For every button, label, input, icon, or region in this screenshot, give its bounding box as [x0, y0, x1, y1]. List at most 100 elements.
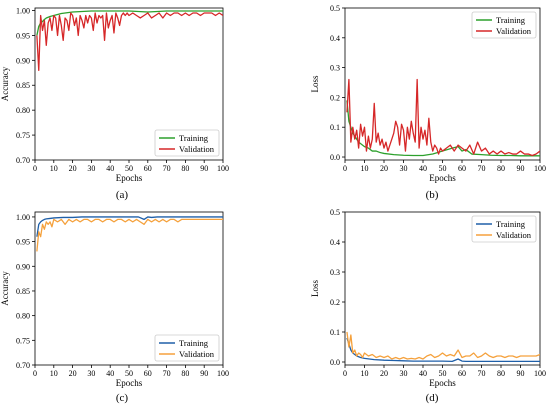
- panel-caption: (c): [116, 392, 129, 404]
- y-tick-label: 0.85: [16, 287, 30, 296]
- x-tick-label: 40: [419, 369, 427, 378]
- y-tick-label: 0.85: [16, 81, 30, 90]
- y-tick-label: 0.4: [330, 34, 340, 43]
- y-tick-label: 0.5: [330, 4, 340, 13]
- x-tick-label: 60: [458, 164, 466, 173]
- x-tick-label: 10: [361, 369, 369, 378]
- series-line-training: [36, 10, 223, 36]
- series-line-validation: [346, 78, 540, 157]
- series-line-training: [36, 216, 223, 237]
- y-tick-label: 0.80: [16, 312, 30, 321]
- x-tick-label: 70: [163, 164, 171, 173]
- x-tick-label: 50: [125, 369, 133, 378]
- legend-label: Training: [179, 133, 209, 143]
- x-tick-label: 10: [361, 164, 369, 173]
- x-tick-label: 60: [144, 369, 152, 378]
- x-tick-label: 10: [50, 164, 58, 173]
- y-tick-label: 0.2: [330, 93, 340, 102]
- panel-a: 0 10 20 30 40 50 60 70 80 90 100 0.70 0.75 0.80 0.85 0.…: [0, 6, 229, 201]
- x-tick-label: 20: [380, 164, 388, 173]
- y-tick-label: 0.90: [16, 56, 30, 65]
- y-axis-title: Loss: [310, 75, 320, 93]
- x-tick-label: 50: [125, 164, 133, 173]
- x-tick-label: 60: [458, 369, 466, 378]
- legend-label: Validation: [179, 349, 215, 359]
- x-tick-label: 100: [217, 369, 229, 378]
- x-tick-label: 70: [478, 164, 486, 173]
- series-line-validation: [36, 218, 223, 252]
- x-tick-label: 0: [343, 369, 347, 378]
- x-tick-label: 70: [163, 369, 171, 378]
- x-tick-label: 30: [400, 369, 408, 378]
- y-tick-label: 0.70: [16, 361, 30, 370]
- y-tick-label: 0.1: [330, 328, 340, 337]
- panel-caption: (d): [426, 392, 439, 404]
- series-line-validation: [36, 12, 223, 71]
- legend-label: Validation: [179, 144, 215, 154]
- y-tick-label: 0.95: [16, 31, 30, 40]
- x-tick-label: 30: [87, 369, 95, 378]
- x-tick-label: 90: [200, 369, 208, 378]
- legend-label: Validation: [496, 26, 532, 36]
- panel-d: 0 10 20 30 40 50 60 70 80 90 100 0.0 0.1 0.2 0.3 0.4 0.5…: [310, 208, 546, 404]
- y-tick-label: 0.90: [16, 262, 30, 271]
- legend-label: Validation: [496, 230, 532, 240]
- y-tick-label: 0.75: [16, 131, 30, 140]
- x-tick-label: 0: [33, 369, 37, 378]
- x-tick-label: 0: [343, 164, 347, 173]
- y-tick-label: 0.95: [16, 238, 30, 247]
- panel-caption: (a): [116, 189, 129, 201]
- y-tick-label: 0.75: [16, 336, 30, 345]
- panel-b: 0 10 20 30 40 50 60 70 80 90 100 0.0 0.1 0.2 0.3 0.4 0.5…: [310, 4, 546, 201]
- x-tick-label: 70: [478, 369, 486, 378]
- x-tick-label: 40: [106, 369, 114, 378]
- x-axis-title: Epochs: [429, 173, 456, 183]
- x-tick-label: 30: [87, 164, 95, 173]
- panel-caption: (b): [426, 189, 439, 201]
- y-tick-label: 0.4: [330, 238, 340, 247]
- x-tick-label: 80: [181, 164, 189, 173]
- x-tick-label: 10: [50, 369, 58, 378]
- y-tick-label: 0.70: [16, 156, 30, 165]
- y-tick-label: 0.3: [330, 64, 340, 73]
- x-tick-label: 50: [439, 164, 447, 173]
- y-axis-title: Accuracy: [0, 66, 10, 101]
- y-axis-title: Accuracy: [0, 271, 10, 306]
- x-axis-title: Epochs: [429, 378, 456, 388]
- y-tick-label: 0.80: [16, 106, 30, 115]
- x-tick-label: 40: [106, 164, 114, 173]
- x-tick-label: 40: [419, 164, 427, 173]
- x-tick-label: 50: [439, 369, 447, 378]
- x-tick-label: 90: [200, 164, 208, 173]
- x-tick-label: 60: [144, 164, 152, 173]
- x-tick-label: 100: [534, 164, 546, 173]
- y-tick-label: 0.1: [330, 123, 340, 132]
- x-tick-label: 90: [517, 164, 525, 173]
- y-tick-label: 0.0: [330, 358, 340, 367]
- x-tick-label: 30: [400, 164, 408, 173]
- y-tick-label: 0.2: [330, 298, 340, 307]
- y-axis-title: Loss: [310, 280, 320, 298]
- y-tick-label: 0.3: [330, 268, 340, 277]
- legend-label: Training: [496, 219, 526, 229]
- x-tick-label: 20: [69, 369, 77, 378]
- x-axis-title: Epochs: [116, 173, 143, 183]
- series-line-validation: [346, 331, 540, 360]
- legend-label: Training: [179, 338, 209, 348]
- y-tick-label: 0.5: [330, 208, 340, 217]
- x-tick-label: 20: [380, 369, 388, 378]
- panel-c: 0 10 20 30 40 50 60 70 80 90 100 0.70 0.75 0.80 0.85 0.…: [0, 211, 229, 404]
- x-tick-label: 20: [69, 164, 77, 173]
- series-line-training: [346, 337, 540, 363]
- x-tick-label: 80: [497, 164, 505, 173]
- x-axis-title: Epochs: [116, 378, 143, 388]
- x-tick-label: 90: [517, 369, 525, 378]
- y-tick-label: 0.0: [330, 153, 340, 162]
- x-tick-label: 100: [217, 164, 229, 173]
- y-tick-label: 1.00: [16, 213, 30, 222]
- x-tick-label: 80: [497, 369, 505, 378]
